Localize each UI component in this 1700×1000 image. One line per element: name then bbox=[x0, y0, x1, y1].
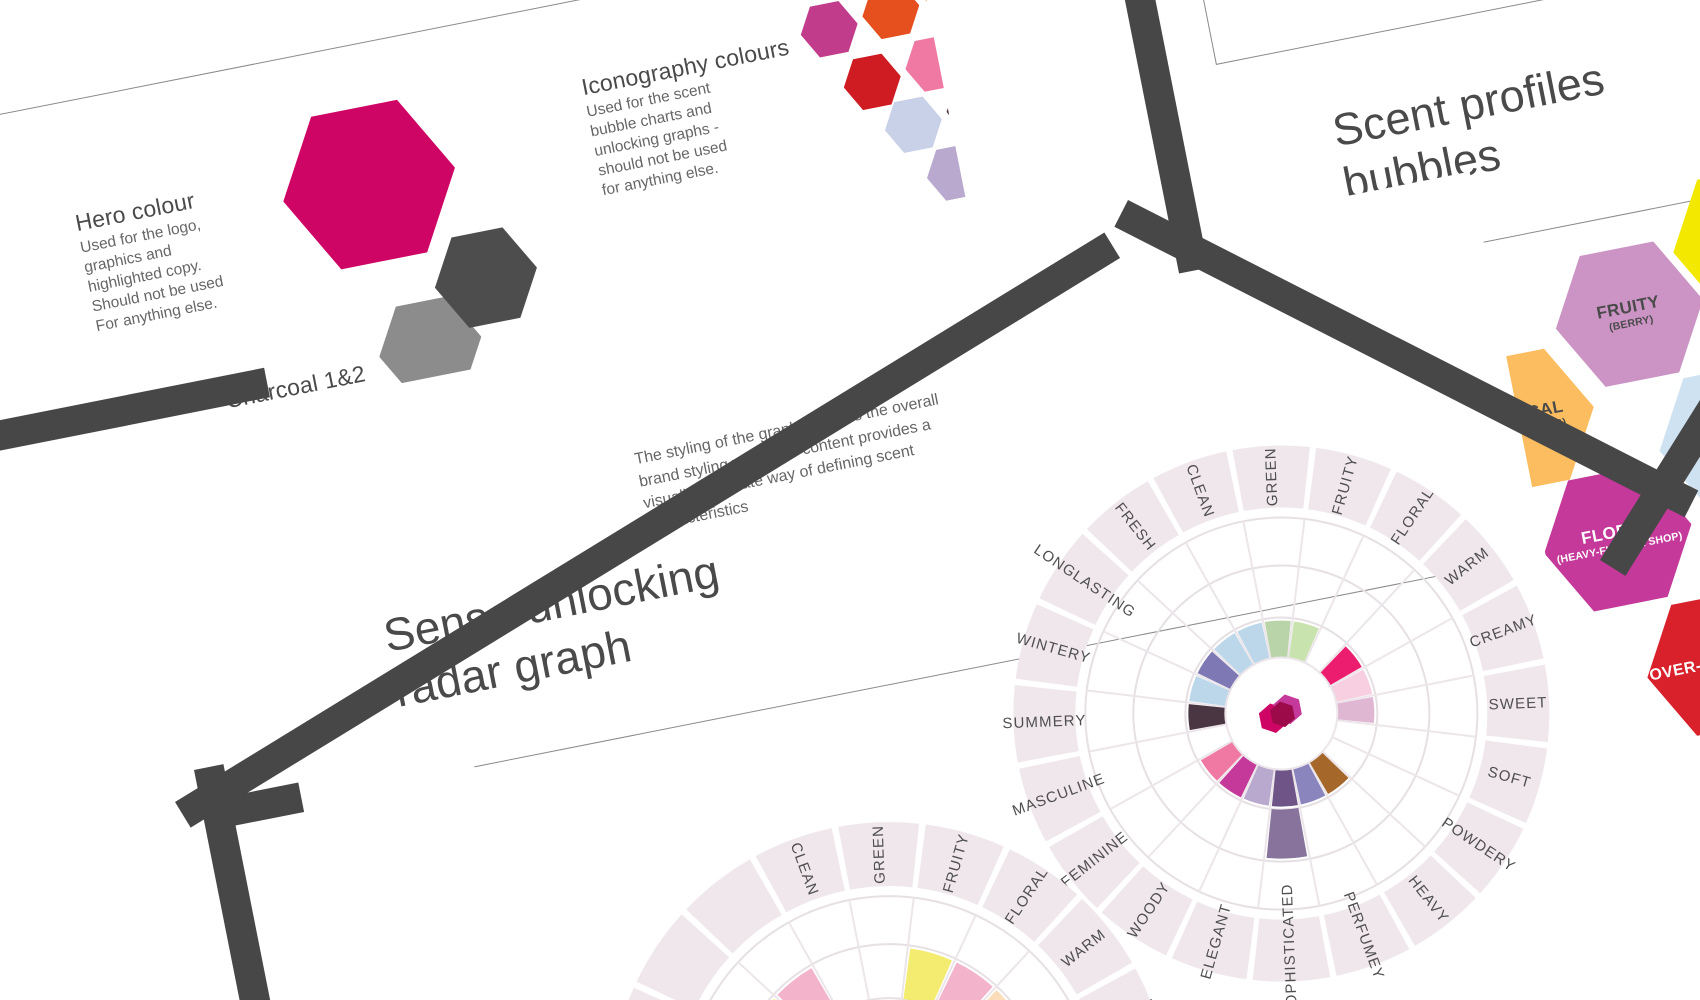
scent-bubble-overpowering[interactable]: OVER-POWERING bbox=[1634, 580, 1700, 745]
radar-gridline-spoke bbox=[848, 899, 879, 1000]
radar-gridline-spoke bbox=[1286, 518, 1306, 659]
radar-data-wedge bbox=[1309, 752, 1349, 794]
iconography-swatch-hexagon bbox=[980, 0, 991, 6]
radar-axis-label: GREEN bbox=[870, 825, 889, 884]
radar-label-band-segment bbox=[1015, 604, 1094, 687]
radar-gridline-spoke bbox=[1102, 630, 1231, 691]
radar-label-band-segment bbox=[1086, 481, 1179, 572]
radar-gridline-spoke bbox=[1291, 768, 1321, 907]
scent-bubble-label: OVER-POWERING bbox=[1648, 639, 1700, 685]
radar-label-band-segment bbox=[1383, 855, 1476, 946]
radar-label-band-segment bbox=[1369, 471, 1462, 561]
radar-gridline-spoke bbox=[1147, 753, 1245, 859]
radar-gridline-spoke bbox=[1307, 761, 1378, 886]
radar-gridline-spoke bbox=[895, 897, 915, 1000]
radar-axis-label: SOPHISTICATED bbox=[1279, 883, 1301, 1000]
radar-gridline-spoke bbox=[1303, 535, 1365, 664]
radar-data-wedge bbox=[1271, 768, 1298, 807]
radar-gridline-spoke bbox=[1109, 740, 1233, 811]
panel-sense-unlocking-radar: Sense unlocking radar graph The styling … bbox=[165, 171, 1626, 1000]
radar-data-wedge bbox=[1293, 762, 1326, 805]
radar-data-wedge bbox=[1237, 622, 1270, 665]
radar-data-wedge bbox=[1219, 755, 1257, 798]
iconography-swatch-hexagon bbox=[962, 13, 992, 77]
radar-data-wedge bbox=[1189, 675, 1231, 707]
radar-gridline-spoke bbox=[1318, 569, 1416, 674]
radar-axis-label: GREEN bbox=[1262, 447, 1281, 506]
radar-label-band-segment bbox=[1153, 451, 1239, 533]
radar-data-wedge bbox=[1266, 808, 1308, 859]
radar-label-band-segment bbox=[1019, 756, 1101, 842]
radar-gridline-spoke bbox=[914, 914, 977, 1000]
radar-label-band-segment bbox=[1037, 898, 1133, 995]
iconography-swatch-hexagon bbox=[919, 0, 986, 25]
iconography-swatch-hexagon bbox=[796, 0, 863, 61]
radar-label-band-segment bbox=[1048, 816, 1140, 909]
radar-chart-secondary: CLEANGREENFRUITYFLORALWARMCREAMYSWEETSOF… bbox=[560, 773, 1218, 1000]
radar-data-wedge bbox=[1288, 621, 1319, 663]
iconography-swatch-hexagon bbox=[941, 74, 992, 138]
radar-label-band-segment bbox=[1171, 901, 1255, 980]
radar-label-band-segment bbox=[1079, 968, 1164, 1000]
radar-label-band-segment bbox=[838, 822, 920, 890]
iconography-swatch-hexagon bbox=[922, 140, 989, 204]
radar-gridline-spoke bbox=[1184, 541, 1255, 666]
radar-label-band-segment bbox=[755, 828, 845, 913]
radar-gridline-spoke bbox=[1331, 736, 1460, 797]
radar-data-wedge bbox=[1330, 669, 1373, 702]
radar-gridline-spoke bbox=[787, 921, 860, 1000]
radar-label-band-segment bbox=[1483, 664, 1550, 743]
radar-label-band-segment bbox=[1308, 447, 1391, 526]
radar-label-band-segment bbox=[1039, 533, 1129, 625]
radar-data-wedge bbox=[1197, 651, 1240, 690]
hero-colour-entry: Hero colour Used for the logo, graphics … bbox=[73, 167, 324, 338]
radar-axis-label: SWEET bbox=[1488, 694, 1547, 713]
radar-label-band-segment bbox=[1434, 802, 1524, 894]
radar-label-band-segment bbox=[1252, 916, 1331, 982]
radar-gridline-spoke bbox=[1088, 723, 1227, 753]
radar-label-band-segment bbox=[636, 914, 730, 1000]
radar-gridline-spoke bbox=[1242, 521, 1272, 659]
radar-label-band-segment bbox=[686, 859, 782, 954]
radar-label-band-segment bbox=[1013, 685, 1079, 763]
radar-gridline-spoke bbox=[1086, 689, 1226, 708]
hero-hexagon-logo-mark bbox=[1270, 701, 1295, 728]
radar-gridline-spoke bbox=[1198, 763, 1259, 892]
scent-bubble-fruity[interactable]: FRUITY (BERRY) bbox=[1542, 231, 1700, 396]
radar-gridline-spoke bbox=[737, 961, 845, 1000]
radar-gridline-spoke bbox=[1336, 719, 1477, 738]
iconography-swatch-hexagon bbox=[857, 0, 924, 43]
radar-label-band-segment bbox=[1469, 740, 1548, 824]
radar-label-band-segment bbox=[917, 824, 1004, 905]
radar-data-wedge bbox=[777, 968, 838, 1000]
radar-gridline-spoke bbox=[1257, 769, 1276, 909]
radar-gridline-spoke bbox=[1329, 617, 1453, 688]
radar-label-band-segment bbox=[982, 849, 1078, 942]
radar-chart-primary: CLEAN GREEN FRUITY FLORAL WARM CREAMY SWEET SOF… bbox=[952, 385, 1610, 1000]
radar-axis-label: SUMMERY bbox=[1002, 712, 1087, 732]
radar-data-wedge bbox=[934, 962, 993, 1000]
radar-data-wedge bbox=[1264, 620, 1291, 659]
radar-data-wedge bbox=[903, 948, 952, 1000]
radar-gridline-spoke bbox=[1321, 750, 1426, 848]
radar-gridline-spoke bbox=[1336, 674, 1474, 704]
radar-data-wedge bbox=[1214, 633, 1254, 675]
radar-label-band-segment bbox=[1423, 519, 1514, 611]
radar-label-band-segment bbox=[1462, 585, 1544, 672]
iconography-swatch-hexagon bbox=[900, 31, 967, 95]
iconography-swatch-hexagon bbox=[983, 122, 991, 186]
radar-data-wedge bbox=[1200, 741, 1243, 781]
radar-gridline-spoke bbox=[930, 950, 1031, 1000]
radar-gridline-spoke bbox=[1136, 579, 1241, 677]
radar-data-wedge bbox=[1320, 646, 1362, 686]
radar-label-band-segment bbox=[1101, 866, 1193, 956]
radar-data-wedge bbox=[1188, 704, 1227, 731]
radar-data-wedge bbox=[1336, 697, 1375, 724]
radar-data-wedge bbox=[1243, 764, 1274, 806]
radar-label-band-segment bbox=[1323, 894, 1410, 976]
radar-label-band-segment bbox=[1232, 445, 1310, 512]
